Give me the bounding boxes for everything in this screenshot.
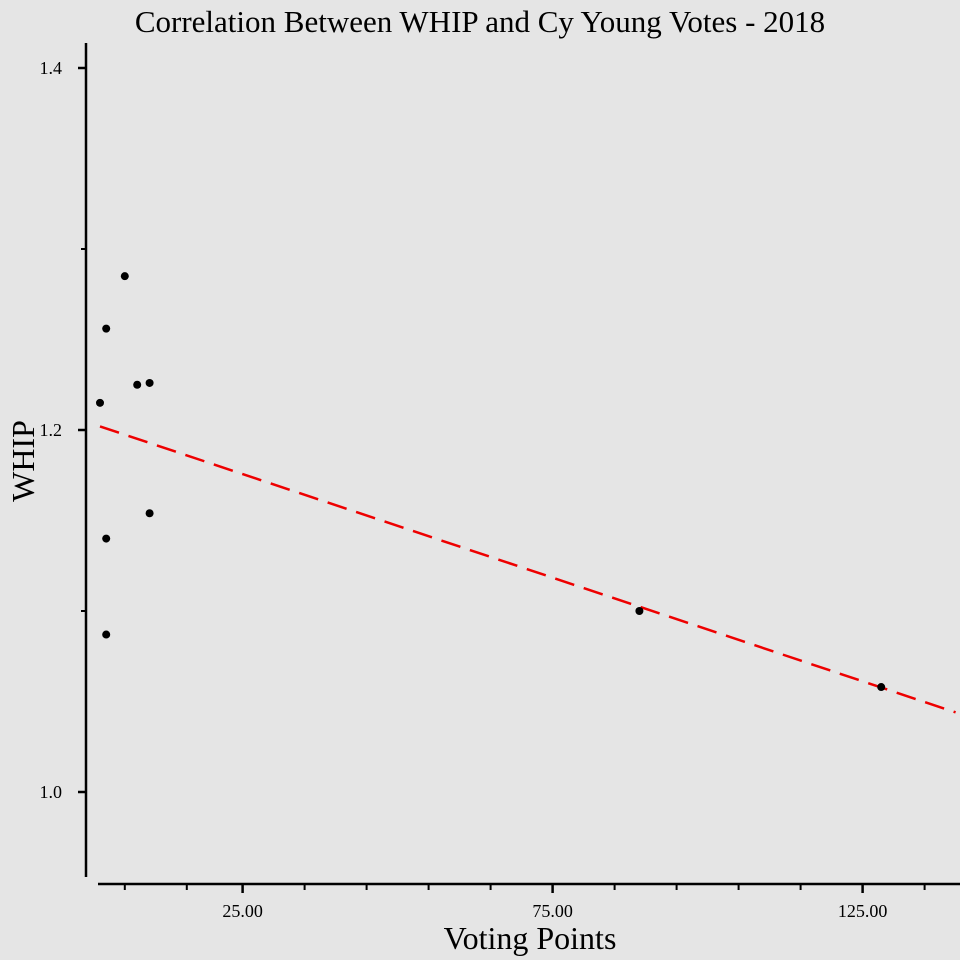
data-points bbox=[96, 272, 886, 692]
data-point bbox=[102, 630, 111, 639]
x-tick-label: 75.00 bbox=[532, 901, 573, 921]
trendline-group bbox=[99, 425, 956, 714]
data-point bbox=[877, 683, 886, 692]
y-tick-label: 1.0 bbox=[40, 782, 63, 802]
trendline bbox=[99, 425, 956, 714]
x-tick-label: 125.00 bbox=[838, 901, 888, 921]
x-axis-ticks: 25.00 75.00 125.00 bbox=[123, 884, 926, 921]
data-point bbox=[145, 378, 154, 387]
chart-title: Correlation Between WHIP and Cy Young Vo… bbox=[135, 4, 825, 39]
y-tick-label: 1.2 bbox=[40, 420, 63, 440]
data-point bbox=[102, 534, 111, 543]
data-point bbox=[133, 380, 142, 389]
data-point bbox=[145, 509, 154, 518]
y-tick-label: 1.4 bbox=[40, 58, 63, 78]
x-tick-label: 25.00 bbox=[222, 901, 263, 921]
data-point bbox=[96, 398, 104, 407]
data-point bbox=[120, 272, 129, 281]
data-point bbox=[635, 607, 644, 615]
y-axis-ticks: 1.0 1.2 1.4 bbox=[40, 58, 86, 802]
y-axis-title: WHIP bbox=[5, 420, 41, 502]
x-axis-title: Voting Points bbox=[444, 920, 617, 956]
data-point bbox=[102, 324, 111, 333]
